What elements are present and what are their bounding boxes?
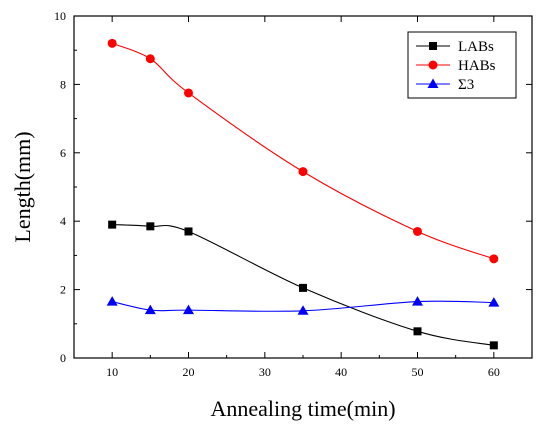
series-Σ3 <box>106 296 500 315</box>
legend-marker-HABs <box>428 60 438 70</box>
legend-label-HABs: HABs <box>458 58 496 74</box>
y-tick-label-8: 8 <box>60 77 66 91</box>
point-Σ3-60 <box>488 297 500 307</box>
point-LABs-50 <box>413 327 422 336</box>
point-Σ3-10 <box>106 296 118 306</box>
legend: LABs HABs Σ3 <box>407 31 517 99</box>
point-LABs-10 <box>108 220 117 229</box>
legend-marker-Σ3 <box>427 78 439 88</box>
y-tick-label-6: 6 <box>60 146 66 160</box>
series-HABs <box>107 38 499 264</box>
x-tick-label-10: 10 <box>106 365 118 379</box>
x-axis-title: Annealing time(min) <box>210 396 395 421</box>
legend-label-Σ3: Σ3 <box>458 77 474 93</box>
y-axis-title: Length(mm) <box>10 131 35 242</box>
point-HABs-15 <box>145 54 155 64</box>
point-Σ3-35 <box>297 305 309 315</box>
point-Σ3-50 <box>412 296 423 306</box>
point-Σ3-15 <box>144 304 156 315</box>
point-LABs-20 <box>184 227 193 236</box>
point-HABs-10 <box>107 38 117 48</box>
legend-marker-LABs <box>429 42 437 50</box>
point-HABs-60 <box>489 254 499 264</box>
y-tick-label-0: 0 <box>60 351 66 365</box>
series-LABs <box>108 220 498 350</box>
y-tick-label-4: 4 <box>60 214 66 228</box>
point-Σ3-20 <box>183 304 194 315</box>
point-HABs-35 <box>298 167 308 177</box>
point-LABs-35 <box>299 283 307 292</box>
legend-label-LABs: LABs <box>458 39 494 55</box>
point-HABs-50 <box>413 226 422 236</box>
x-tick-label-50: 50 <box>412 365 424 379</box>
y-tick-label-10: 10 <box>54 9 66 23</box>
point-LABs-15 <box>146 222 155 231</box>
x-tick-label-30: 30 <box>259 365 271 379</box>
y-tick-label-2: 2 <box>60 283 66 297</box>
point-LABs-60 <box>489 341 498 350</box>
x-tick-label-20: 20 <box>183 365 195 379</box>
x-tick-label-60: 60 <box>488 365 500 379</box>
series-layer <box>106 38 500 350</box>
x-tick-label-40: 40 <box>335 365 347 379</box>
ticks-layer: 10 20 30 40 50 60 0 2 4 6 8 10 <box>54 9 533 379</box>
point-HABs-20 <box>184 88 193 98</box>
